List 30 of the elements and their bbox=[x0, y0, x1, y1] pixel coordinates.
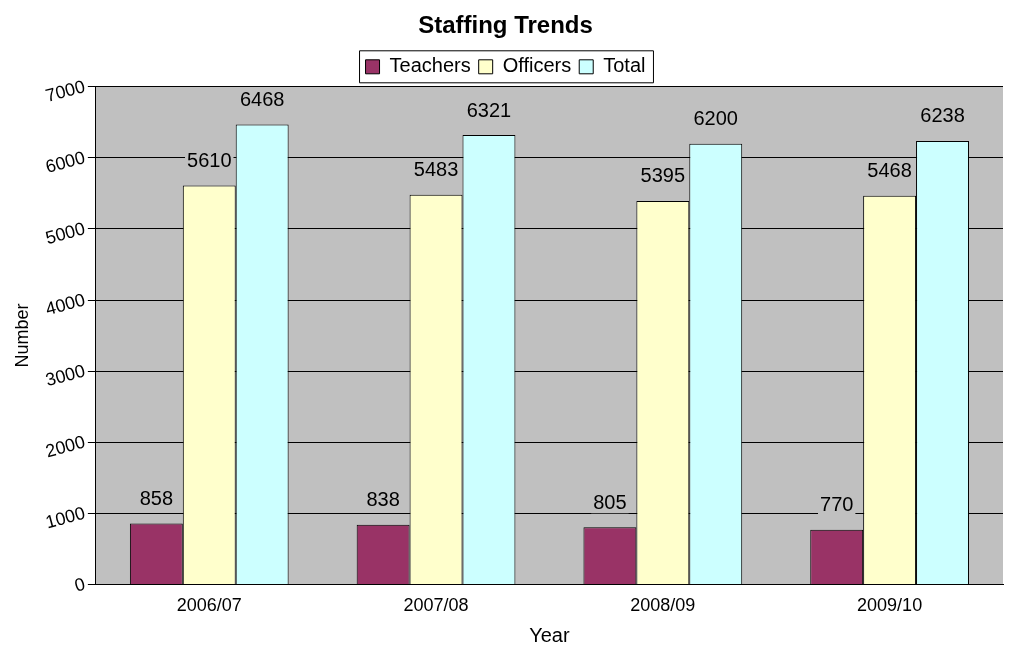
legend-label: Teachers bbox=[389, 54, 471, 77]
data-label: 770 bbox=[820, 493, 854, 516]
data-label: 838 bbox=[366, 488, 400, 511]
y-tick-label: 6000 bbox=[43, 147, 88, 177]
data-label: 5483 bbox=[413, 158, 459, 181]
data-label: 858 bbox=[139, 486, 174, 509]
data-label: 5395 bbox=[640, 164, 686, 187]
x-tick-label: 2006/07 bbox=[176, 595, 242, 616]
y-tick-label: 7000 bbox=[43, 76, 88, 106]
x-tick-label: 2009/10 bbox=[857, 595, 923, 616]
legend-label: Total bbox=[603, 54, 646, 77]
x-tick-label: 2007/08 bbox=[403, 595, 469, 616]
data-label: 6468 bbox=[239, 88, 285, 111]
y-axis-title: Number bbox=[11, 303, 32, 368]
y-tick-label: 4000 bbox=[43, 289, 88, 320]
data-label: 6321 bbox=[466, 98, 512, 121]
y-tick-label: 0 bbox=[72, 573, 88, 596]
legend-label: Officers bbox=[502, 54, 572, 77]
data-label: 6200 bbox=[693, 107, 738, 130]
chart-title: Staffing Trends bbox=[418, 11, 593, 39]
x-axis-title: Year bbox=[529, 623, 570, 646]
data-label: 5468 bbox=[867, 159, 912, 182]
data-label: 805 bbox=[593, 490, 627, 513]
y-tick-label: 5000 bbox=[43, 218, 88, 248]
x-tick-label: 2008/09 bbox=[630, 595, 696, 616]
y-tick-label: 3000 bbox=[43, 360, 88, 391]
y-tick-label: 2000 bbox=[43, 431, 88, 462]
y-tick-label: 1000 bbox=[43, 502, 88, 533]
data-label: 6238 bbox=[920, 104, 965, 127]
data-label: 5610 bbox=[187, 149, 232, 172]
